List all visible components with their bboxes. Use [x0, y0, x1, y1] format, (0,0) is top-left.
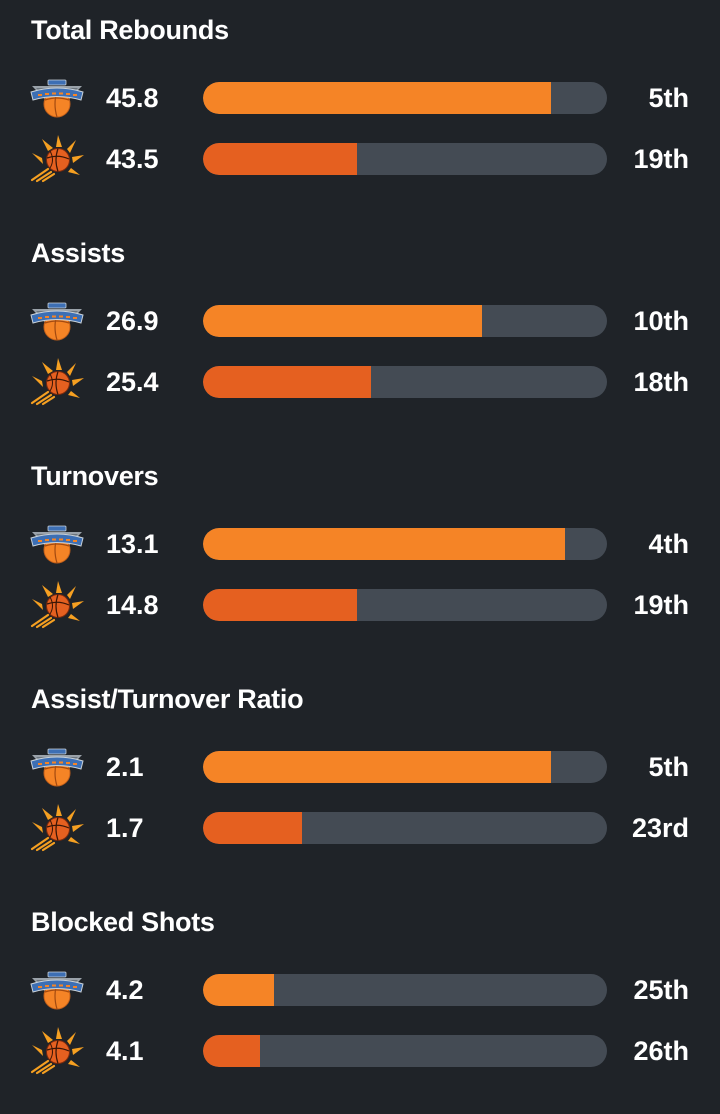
- team-stat-row: 45.8 5th: [0, 74, 720, 122]
- knicks-logo-icon: [28, 74, 86, 122]
- team-stat-row: 2.1 5th: [0, 743, 720, 791]
- rank-bar-track: [203, 366, 607, 398]
- knicks-logo-icon: [28, 743, 86, 791]
- rank-bar-track: [203, 143, 607, 175]
- stat-title: Turnovers: [31, 461, 159, 491]
- rank-bar-track: [203, 974, 607, 1006]
- stat-value: 2.1: [106, 752, 144, 782]
- team-stat-row: 4.1 26th: [0, 1027, 720, 1075]
- rank-bar-track: [203, 305, 607, 337]
- team-stat-row: 25.4 18th: [0, 358, 720, 406]
- team-stat-row: 1.7 23rd: [0, 804, 720, 852]
- stat-title: Assists: [31, 238, 125, 268]
- rank-bar-track: [203, 751, 607, 783]
- stat-title: Blocked Shots: [31, 907, 215, 937]
- rank-bar-track: [203, 812, 607, 844]
- league-rank: 19th: [633, 590, 689, 620]
- league-rank: 18th: [633, 367, 689, 397]
- knicks-logo-icon: [28, 297, 86, 345]
- league-rank: 19th: [633, 144, 689, 174]
- stat-value: 43.5: [106, 144, 159, 174]
- stat-value: 26.9: [106, 306, 159, 336]
- suns-logo-icon: [28, 1027, 86, 1075]
- league-rank: 5th: [648, 752, 690, 782]
- suns-logo-icon: [28, 358, 86, 406]
- stat-section: Turnovers 13.1 4th 14.8 19th: [0, 446, 720, 668]
- knicks-logo-icon: [28, 966, 86, 1014]
- stat-value: 13.1: [106, 529, 159, 559]
- stat-section: Assists 26.9 10th 25.4 18th: [0, 223, 720, 445]
- stat-section: Blocked Shots 4.2 25th 4.1 26th: [0, 892, 720, 1114]
- suns-logo-icon: [28, 581, 86, 629]
- team-stat-row: 13.1 4th: [0, 520, 720, 568]
- suns-logo-icon: [28, 135, 86, 183]
- league-rank: 4th: [648, 529, 690, 559]
- rank-bar-fill: [203, 1035, 261, 1067]
- league-rank: 23rd: [631, 813, 689, 843]
- rank-bar-track: [203, 82, 607, 114]
- stat-section: Total Rebounds 45.8 5th 43.5 19th: [0, 0, 720, 222]
- league-rank: 25th: [633, 975, 689, 1005]
- stat-value: 4.1: [106, 1036, 144, 1066]
- stat-value: 1.7: [106, 813, 144, 843]
- rank-bar-fill: [203, 143, 358, 175]
- rank-bar-fill: [203, 528, 566, 560]
- team-stat-row: 43.5 19th: [0, 135, 720, 183]
- rank-bar-fill: [203, 366, 372, 398]
- stat-section: Assist/Turnover Ratio 2.1 5th 1.7 23rd: [0, 669, 720, 891]
- team-stat-row: 4.2 25th: [0, 966, 720, 1014]
- rank-bar-fill: [203, 82, 552, 114]
- stat-value: 14.8: [106, 590, 159, 620]
- stat-title: Assist/Turnover Ratio: [31, 684, 304, 714]
- rank-bar-fill: [203, 812, 302, 844]
- knicks-logo-icon: [28, 520, 86, 568]
- rank-bar-track: [203, 1035, 607, 1067]
- team-stat-row: 14.8 19th: [0, 581, 720, 629]
- rank-bar-track: [203, 528, 607, 560]
- rank-bar-fill: [203, 305, 483, 337]
- league-rank: 10th: [633, 306, 689, 336]
- league-rank: 5th: [648, 83, 690, 113]
- stat-value: 4.2: [106, 975, 144, 1005]
- stat-title: Total Rebounds: [31, 15, 229, 45]
- rank-bar-fill: [203, 751, 552, 783]
- suns-logo-icon: [28, 804, 86, 852]
- stat-value: 25.4: [106, 367, 159, 397]
- rank-bar-fill: [203, 589, 358, 621]
- league-rank: 26th: [633, 1036, 689, 1066]
- rank-bar-fill: [203, 974, 275, 1006]
- rank-bar-track: [203, 589, 607, 621]
- stat-value: 45.8: [106, 83, 159, 113]
- team-stat-row: 26.9 10th: [0, 297, 720, 345]
